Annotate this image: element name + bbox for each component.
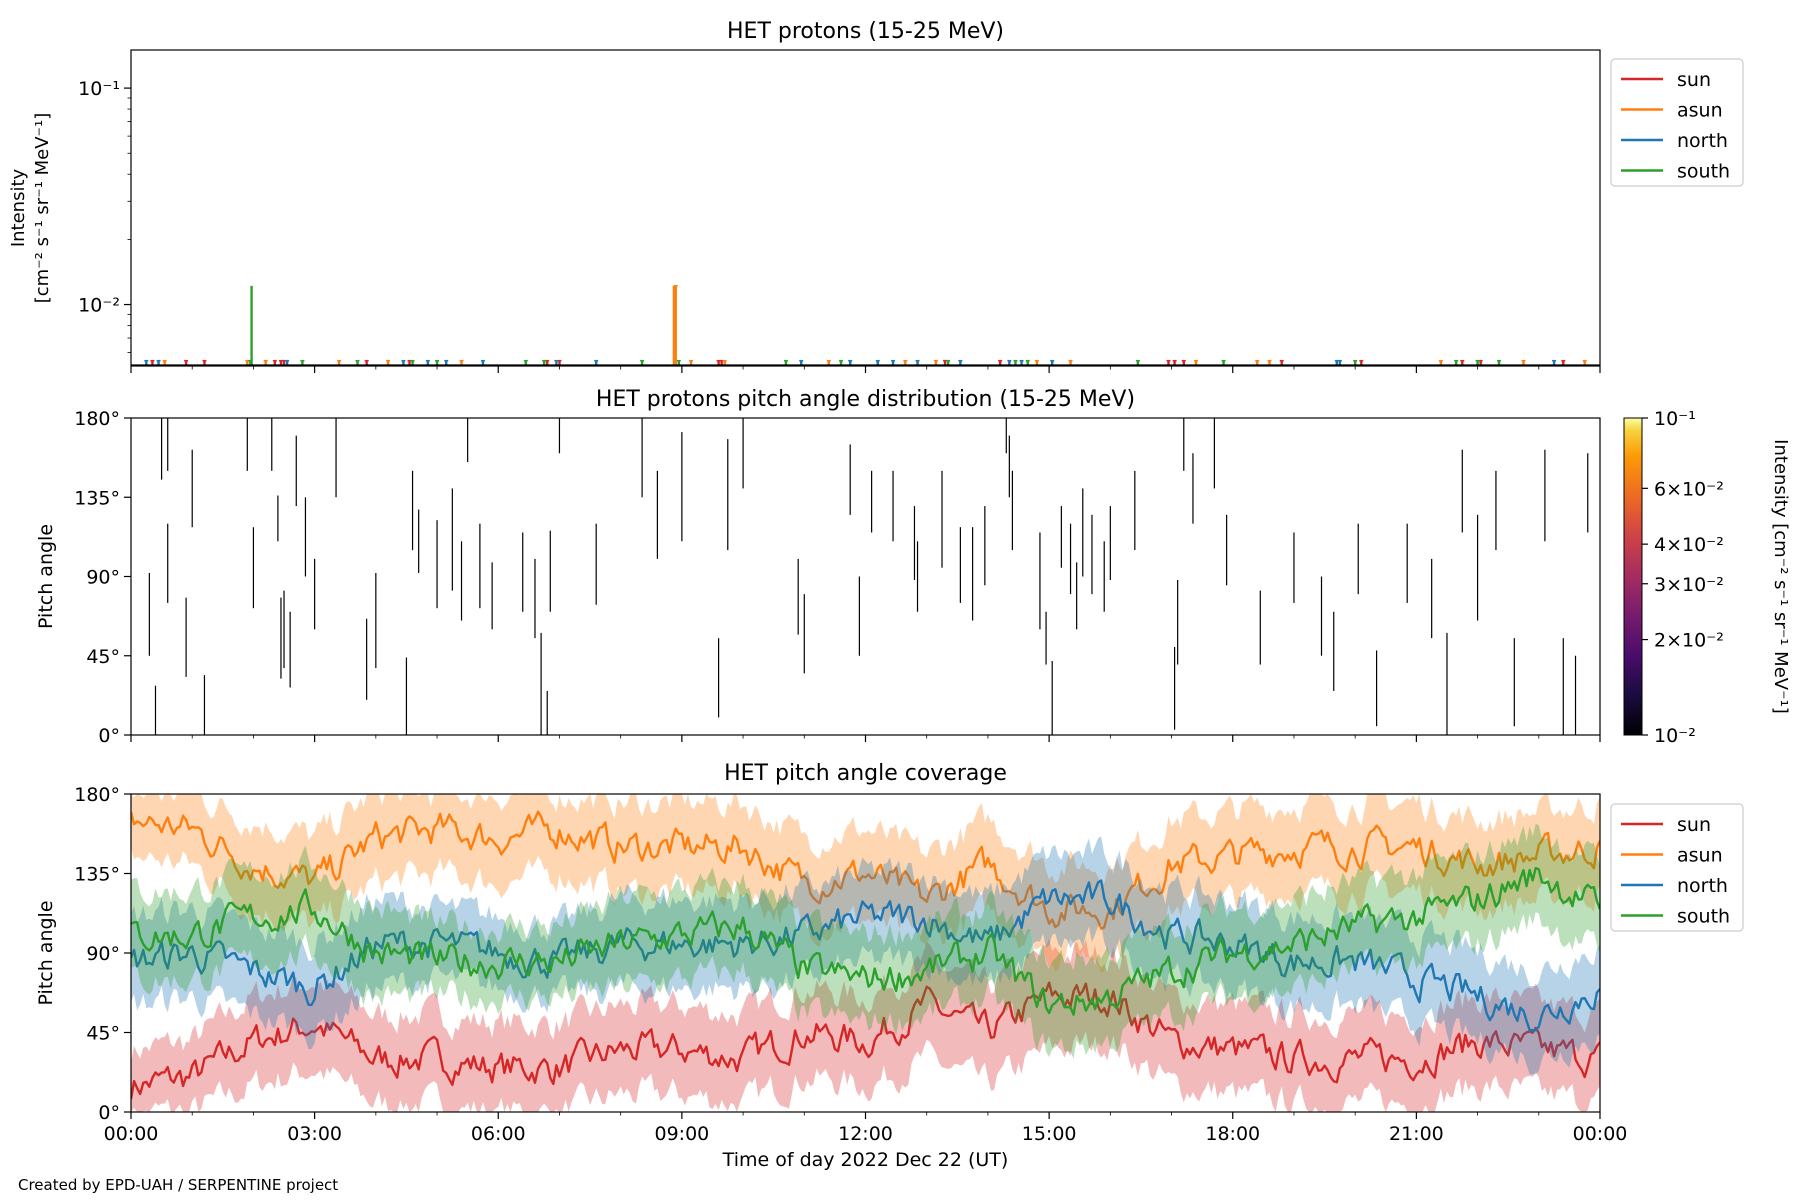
y-tick-label: 45° bbox=[86, 646, 120, 668]
x-tick-label: 18:00 bbox=[1205, 1123, 1260, 1145]
footer-credit: Created by EPD-UAH / SERPENTINE project bbox=[18, 1176, 339, 1194]
y-tick-label: 180° bbox=[74, 784, 120, 806]
chart-title-2: HET protons pitch angle distribution (15… bbox=[596, 387, 1135, 412]
y-tick-label: 180° bbox=[74, 408, 120, 430]
legend-1: sun asun north south bbox=[1610, 58, 1744, 187]
y-tick-label: 10⁻² bbox=[78, 295, 120, 317]
x-axis-panel-3: 00:00 03:00 06:00 09:00 12:00 15:00 18:00 21:00… bbox=[104, 1112, 1628, 1145]
y-tick-label: 0° bbox=[98, 1102, 120, 1124]
coverage-series-south bbox=[131, 823, 1600, 1059]
coverage-band-asun bbox=[131, 794, 1600, 973]
x-tick-label: 03:00 bbox=[287, 1123, 342, 1145]
legend-label-north: north bbox=[1677, 875, 1728, 897]
colorbar-ticks: 10⁻¹ 6×10⁻² 4×10⁻² 3×10⁻² 2×10⁻² 10⁻² bbox=[1642, 408, 1724, 747]
pad-segments bbox=[148, 418, 1589, 735]
y-tick-label: 90° bbox=[86, 567, 120, 589]
coverage-line-north bbox=[131, 879, 1600, 1032]
y-label-line2: [cm⁻² s⁻¹ sr⁻¹ MeV⁻¹] bbox=[32, 113, 53, 304]
legend-label-asun: asun bbox=[1677, 845, 1723, 867]
x-axis-panel-1 bbox=[130, 366, 1601, 373]
colorbar-tick-label: 10⁻¹ bbox=[1654, 408, 1696, 430]
legend-label-south: south bbox=[1677, 906, 1730, 928]
axes-frame-1 bbox=[130, 49, 1601, 367]
colorbar-tick-label: 3×10⁻² bbox=[1654, 574, 1724, 596]
colorbar-tick-label: 4×10⁻² bbox=[1654, 534, 1724, 556]
coverage-plot-area bbox=[131, 794, 1600, 1112]
legend-3: sun asun north south bbox=[1610, 803, 1744, 932]
coverage-band-south bbox=[131, 823, 1600, 1059]
x-tick-label: 15:00 bbox=[1022, 1123, 1077, 1145]
coverage-line-asun bbox=[131, 810, 1600, 931]
x-axis-panel-2 bbox=[130, 735, 1601, 742]
chart-title-3: HET pitch angle coverage bbox=[724, 761, 1007, 786]
legend-box bbox=[1610, 58, 1744, 187]
legend-box bbox=[1610, 803, 1744, 932]
x-tick-label: 21:00 bbox=[1389, 1123, 1444, 1145]
colorbar-tick-label: 10⁻² bbox=[1654, 725, 1696, 747]
y-axis-panel-3: 0° 45° 90° 135° 180° bbox=[74, 784, 131, 1124]
series-asun bbox=[162, 285, 1587, 366]
x-tick-label: 09:00 bbox=[654, 1123, 709, 1145]
legend-label-asun: asun bbox=[1677, 100, 1723, 122]
coverage-band-north bbox=[131, 836, 1600, 1075]
axes-frame-2 bbox=[130, 417, 1601, 736]
y-label-line1: Intensity bbox=[8, 168, 29, 247]
legend-label-north: north bbox=[1677, 130, 1728, 152]
series-north bbox=[144, 359, 1557, 366]
legend-label-sun: sun bbox=[1677, 69, 1711, 91]
x-tick-label: 00:00 bbox=[1573, 1123, 1628, 1145]
colorbar bbox=[1623, 417, 1643, 736]
colorbar-tick-label: 6×10⁻² bbox=[1654, 478, 1724, 500]
x-tick-label: 06:00 bbox=[471, 1123, 526, 1145]
legend-label-south: south bbox=[1677, 161, 1730, 183]
colorbar-tick-label: 2×10⁻² bbox=[1654, 630, 1724, 652]
coverage-series-sun bbox=[131, 938, 1600, 1112]
x-tick-label: 00:00 bbox=[104, 1123, 159, 1145]
x-axis-label: Time of day 2022 Dec 22 (UT) bbox=[722, 1149, 1009, 1171]
coverage-series-north bbox=[131, 836, 1600, 1075]
y-axis-label-2: Pitch angle bbox=[35, 524, 57, 629]
chart-title-1: HET protons (15-25 MeV) bbox=[727, 19, 1004, 44]
y-tick-label: 90° bbox=[86, 943, 120, 965]
legend-label-sun: sun bbox=[1677, 814, 1711, 836]
y-tick-label: 45° bbox=[86, 1023, 120, 1045]
y-axis-panel-2: 0° 45° 90° 135° 180° bbox=[74, 408, 131, 747]
coverage-line-south bbox=[131, 866, 1600, 1016]
x-tick-label: 12:00 bbox=[838, 1123, 893, 1145]
coverage-series-asun bbox=[131, 794, 1600, 973]
coverage-line-sun bbox=[131, 981, 1600, 1100]
y-tick-label: 10⁻¹ bbox=[78, 78, 120, 100]
y-tick-label: 135° bbox=[74, 487, 120, 509]
y-tick-label: 135° bbox=[74, 864, 120, 886]
y-axis-label-3: Pitch angle bbox=[35, 900, 57, 1005]
colorbar-label: Intensity [cm⁻² s⁻¹ sr⁻¹ MeV⁻¹] bbox=[1770, 439, 1791, 714]
y-axis-panel-1: 10⁻¹ 10⁻² bbox=[78, 78, 131, 353]
y-tick-label: 0° bbox=[98, 725, 120, 747]
y-axis-label-1: Intensity [cm⁻² s⁻¹ sr⁻¹ MeV⁻¹] bbox=[8, 113, 53, 304]
coverage-band-sun bbox=[131, 938, 1600, 1112]
